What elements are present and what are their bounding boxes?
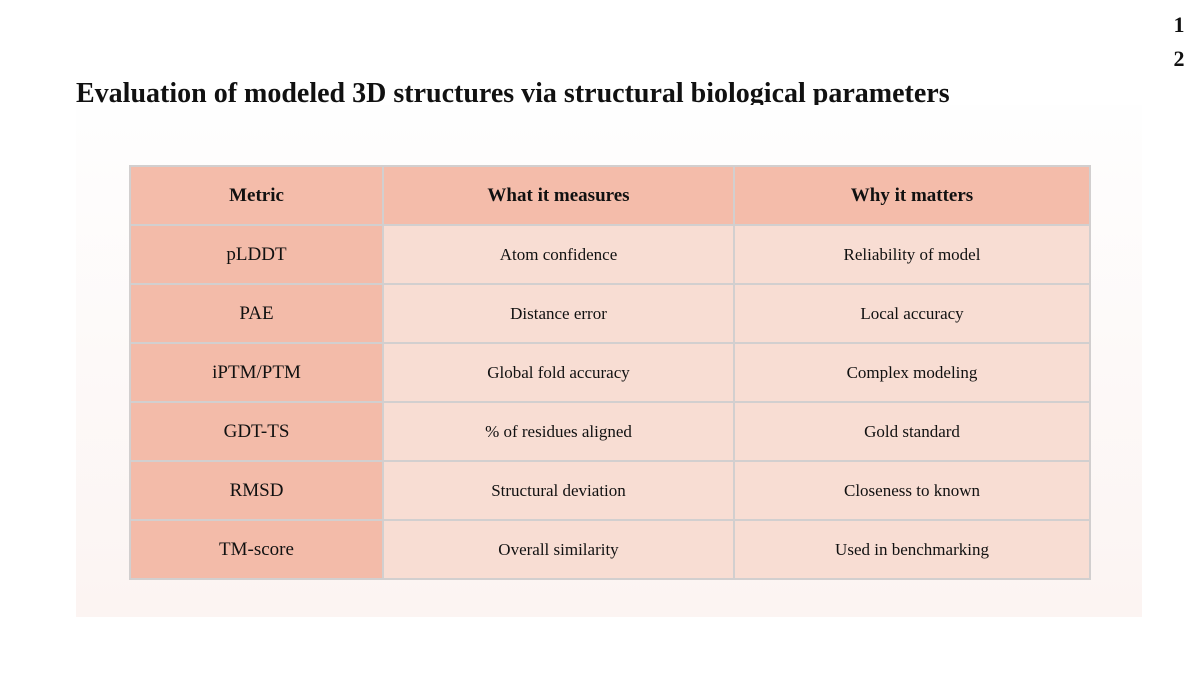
metric-cell: pLDDT	[129, 224, 384, 285]
table-header: Metric What it measures Why it matters	[129, 165, 1091, 226]
table-cell: Used in benchmarking	[733, 519, 1091, 580]
metric-cell: TM-score	[129, 519, 384, 580]
page-number: 12	[1173, 12, 1185, 71]
metric-cell: GDT-TS	[129, 401, 384, 462]
table-body: pLDDT Atom confidence Reliability of model…	[129, 224, 1091, 580]
table-row: PAE Distance error Local accuracy	[129, 283, 1091, 344]
table-cell: Gold standard	[733, 401, 1091, 462]
table-cell: Closeness to known	[733, 460, 1091, 521]
table-row: GDT-TS% of residues aligned Gold standard	[129, 401, 1091, 462]
header-row: Metric What it measures Why it matters	[129, 165, 1091, 226]
metric-cell: PAE	[129, 283, 384, 344]
table-cell: % of residues aligned	[382, 401, 735, 462]
table-cell: Structural deviation	[382, 460, 735, 521]
table-cell: Complex modeling	[733, 342, 1091, 403]
slide-title: Evaluation of modeled 3D structures via …	[76, 78, 950, 109]
table-row: RMSD Structural deviation Closeness to kno…	[129, 460, 1091, 521]
metric-cell: iPTM/PTM	[129, 342, 384, 403]
table-cell: Reliability of model	[733, 224, 1091, 285]
header-cell: What it measures	[382, 165, 735, 226]
table-row: TM-score Overall similarity Used in benchm…	[129, 519, 1091, 580]
table-row: pLDDT Atom confidence Reliability of model	[129, 224, 1091, 285]
metrics-table: Metric What it measures Why it matters pLD…	[129, 165, 1091, 580]
table-cell: Overall similarity	[382, 519, 735, 580]
header-cell: Why it matters	[733, 165, 1091, 226]
table-cell: Local accuracy	[733, 283, 1091, 344]
table-cell: Atom confidence	[382, 224, 735, 285]
header-cell: Metric	[129, 165, 384, 226]
table-row: iPTM/PTM Global fold accuracy Complex mode…	[129, 342, 1091, 403]
table-cell: Distance error	[382, 283, 735, 344]
table-cell: Global fold accuracy	[382, 342, 735, 403]
metric-cell: RMSD	[129, 460, 384, 521]
